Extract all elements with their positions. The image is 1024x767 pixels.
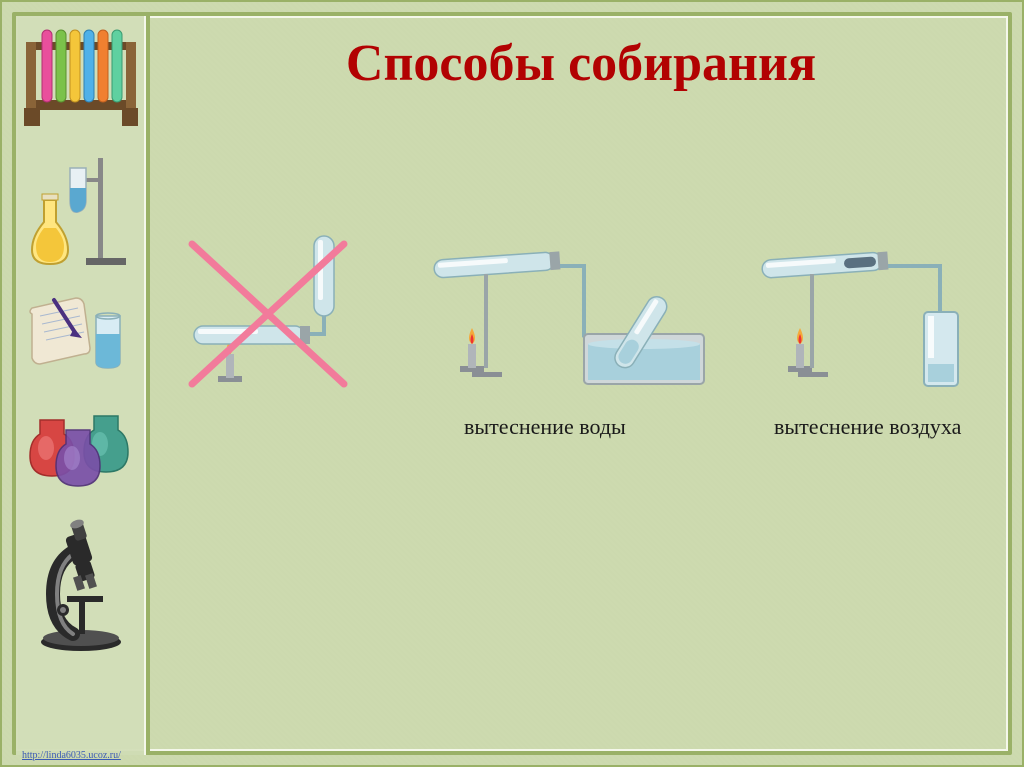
content-area: Способы собирания <box>154 16 1008 751</box>
test-tube-rack-icon <box>21 22 141 132</box>
caption-air: вытеснение воздуха <box>774 414 961 440</box>
notebook-beaker-icon <box>21 288 141 378</box>
diagram-crossed-icon <box>174 226 384 406</box>
flask-stand-icon <box>21 150 141 270</box>
three-flasks-icon <box>21 396 141 496</box>
diagram-row <box>154 236 1008 436</box>
footer-link[interactable]: http://linda6035.ucoz.ru/ <box>22 750 121 761</box>
caption-water: вытеснение воды <box>464 414 626 440</box>
diagram-air-icon <box>744 216 1004 406</box>
slide: Способы собирания <box>0 0 1024 767</box>
diagram-water-icon <box>414 216 714 406</box>
microscope-icon <box>21 514 141 654</box>
sidebar <box>16 16 150 755</box>
page-title: Способы собирания <box>154 34 1008 93</box>
